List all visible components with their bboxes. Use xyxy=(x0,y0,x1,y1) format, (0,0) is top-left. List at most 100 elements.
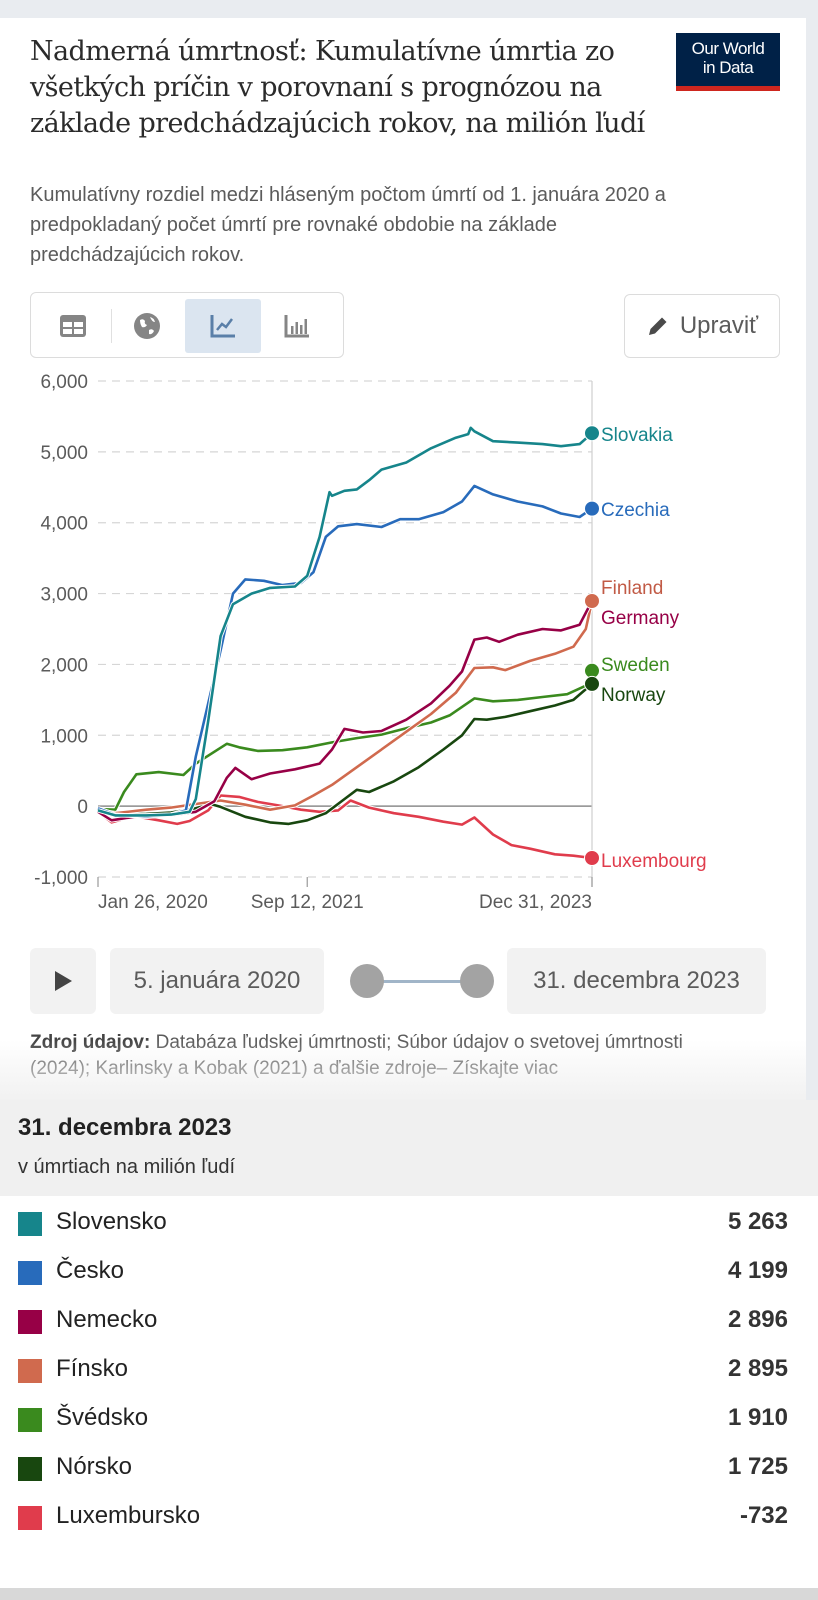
end-label-luxembourg: Luxembourg xyxy=(601,851,707,872)
y-tick-label: 6,000 xyxy=(40,372,88,393)
y-tick-label: 5,000 xyxy=(40,443,88,464)
end-labels: Slovakia Czechia Germany Finland Sweden Norwa… xyxy=(584,425,707,872)
table-icon xyxy=(60,315,86,337)
y-axis: 6,000 5,000 4,000 3,000 2,000 1,000 0 -1,000 xyxy=(34,372,88,889)
tooltip-value: 1 910 xyxy=(727,1404,788,1431)
end-label-norway: Norway xyxy=(601,685,666,706)
logo-line2: in Data xyxy=(702,58,754,77)
chart-subtitle: Kumulatívny rozdiel medzi hláseným počto… xyxy=(30,184,666,266)
end-label-slovakia: Slovakia xyxy=(601,425,673,446)
series-line-czechia xyxy=(97,484,593,819)
play-icon xyxy=(55,971,72,991)
edit-label: Upraviť xyxy=(679,312,759,339)
tooltip-row: Fínsko 2 895 xyxy=(0,1349,818,1393)
tooltip-country: Švédsko xyxy=(56,1404,149,1431)
y-tick-label: 3,000 xyxy=(40,585,88,606)
series-lines xyxy=(96,425,595,861)
slider-start-handle[interactable] xyxy=(350,964,384,998)
tooltip-value: 5 263 xyxy=(727,1208,788,1235)
tooltip-country: Slovensko xyxy=(56,1208,167,1235)
end-marker-luxembourg xyxy=(584,850,600,867)
y-tick-label: 0 xyxy=(77,797,88,818)
tooltip-value: 2 895 xyxy=(727,1355,788,1382)
tooltip-country: Nórsko xyxy=(56,1453,133,1480)
view-tabs xyxy=(30,292,344,358)
tab-bar[interactable] xyxy=(259,299,335,353)
legend-swatch xyxy=(18,1212,42,1236)
tooltip-row: Švédsko 1 910 xyxy=(0,1398,818,1442)
tooltip-date: 31. decembra 2023 xyxy=(18,1114,232,1141)
tooltip-row: Nórsko 1 725 xyxy=(0,1447,818,1491)
legend-swatch xyxy=(18,1261,42,1285)
pencil-icon xyxy=(648,317,667,335)
owid-logo[interactable]: Our World in Data xyxy=(676,33,780,91)
tab-map[interactable] xyxy=(109,299,185,353)
chart-card xyxy=(0,18,806,1100)
legend-swatch xyxy=(18,1457,42,1481)
end-marker-finland xyxy=(584,593,600,610)
end-marker-czechia xyxy=(584,500,600,517)
x-tick-label: Jan 26, 2020 xyxy=(98,892,208,913)
timeline-controls: 5. januára 2020 31. decembra 2023 xyxy=(30,948,782,1014)
line-chart: 6,000 5,000 4,000 3,000 2,000 1,000 0 -1,000 Ja… xyxy=(34,372,707,913)
y-tick-label: 4,000 xyxy=(40,514,88,535)
end-label-czechia: Czechia xyxy=(601,500,670,521)
start-date-button[interactable]: 5. januára 2020 xyxy=(110,948,324,1014)
series-halo xyxy=(97,483,594,820)
legend-swatch xyxy=(18,1359,42,1383)
legend-swatch xyxy=(18,1506,42,1530)
play-button[interactable] xyxy=(30,948,96,1014)
series-line-norway xyxy=(97,682,593,826)
slider-end-handle[interactable] xyxy=(460,964,494,998)
tooltip-value: 1 725 xyxy=(727,1453,788,1480)
slider-track xyxy=(374,980,474,983)
tooltip-row: Nemecko 2 896 xyxy=(0,1300,818,1344)
legend-swatch xyxy=(18,1408,42,1432)
y-tick-label: 2,000 xyxy=(40,655,88,676)
tooltip-country: Luxembursko xyxy=(56,1502,201,1529)
x-tick-label: Dec 31, 2023 xyxy=(479,892,592,913)
tab-chart[interactable] xyxy=(185,299,261,353)
tooltip-value: 4 199 xyxy=(727,1257,788,1284)
fade-overlay xyxy=(0,1040,806,1102)
y-tick-label: -1,000 xyxy=(34,868,88,889)
tooltip-header: 31. decembra 2023 v úmrtiach na milión ľ… xyxy=(0,1100,818,1196)
bar-chart-icon xyxy=(284,315,309,338)
bottom-strip xyxy=(0,1588,818,1600)
timeline-slider[interactable] xyxy=(350,962,494,1000)
series-line-sweden xyxy=(97,670,594,811)
chart-title: Nadmerná úmrtnosť: Kumulatívne úmrtia zo… xyxy=(30,36,645,139)
grid xyxy=(98,380,593,887)
edit-button[interactable]: Upraviť xyxy=(624,294,780,358)
end-label-germany: Germany xyxy=(601,608,680,629)
y-tick-label: 1,000 xyxy=(40,726,88,747)
tooltip-value: 2 896 xyxy=(727,1306,788,1333)
legend-swatch xyxy=(18,1310,42,1334)
tooltip-country: Fínsko xyxy=(56,1355,129,1382)
globe-icon xyxy=(134,313,160,339)
tooltip-row: Luxembursko -732 xyxy=(0,1496,818,1540)
series-line-germany xyxy=(97,600,594,822)
tooltip-country: Nemecko xyxy=(56,1306,158,1333)
x-tick-label: Sep 12, 2021 xyxy=(251,892,364,913)
end-marker-norway xyxy=(584,675,600,692)
series-line-luxembourg xyxy=(97,794,593,860)
x-axis: Jan 26, 2020 Sep 12, 2021 Dec 31, 2023 xyxy=(97,877,593,913)
tab-table[interactable] xyxy=(35,299,111,353)
line-chart-icon xyxy=(210,315,235,338)
tooltip-row: Česko 4 199 xyxy=(0,1251,818,1295)
series-halo xyxy=(97,425,594,818)
series-line-slovakia xyxy=(97,426,593,817)
end-label-sweden: Sweden xyxy=(601,655,670,676)
tooltip-row: Slovensko 5 263 xyxy=(0,1202,818,1246)
logo-line1: Our World xyxy=(691,39,765,58)
top-bar xyxy=(0,0,818,18)
end-marker-slovakia xyxy=(584,425,600,442)
tooltip-country: Česko xyxy=(56,1257,125,1284)
tooltip-unit: v úmrtiach na milión ľudí xyxy=(18,1156,236,1178)
tooltip-panel: 31. decembra 2023 v úmrtiach na milión ľ… xyxy=(0,1100,818,1600)
end-label-finland: Finland xyxy=(601,578,663,599)
tab-separator xyxy=(111,309,112,343)
tooltip-value: -732 xyxy=(739,1502,788,1529)
end-date-button[interactable]: 31. decembra 2023 xyxy=(507,948,766,1014)
